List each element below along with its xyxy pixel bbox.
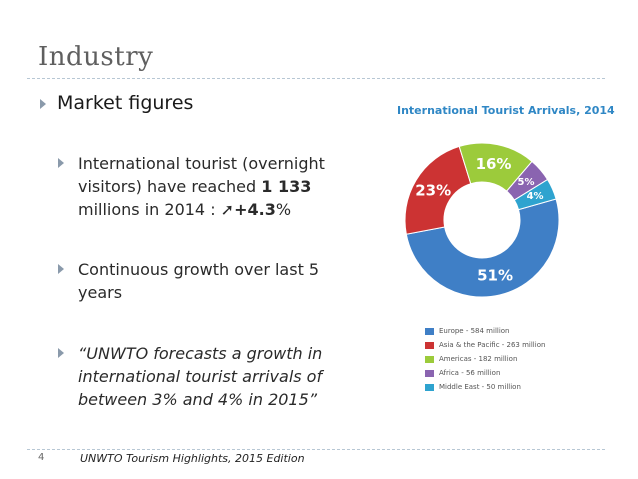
chart-legend: Europe - 584 million Asia & the Pacific -… xyxy=(425,324,545,394)
bullet-arrow-icon xyxy=(58,158,64,168)
donut-slice-middle-east xyxy=(513,178,557,211)
legend-label: Asia & the Pacific - 263 million xyxy=(439,341,546,349)
slide-title: Industry xyxy=(38,42,154,72)
slice-label-europe: 51% xyxy=(477,266,513,284)
bullet-arrivals-text: International tourist (overnight visitor… xyxy=(78,154,325,196)
slice-label-africa: 5% xyxy=(518,177,535,188)
market-figures-heading: Market figures xyxy=(57,92,194,114)
legend-swatch xyxy=(425,383,434,391)
growth-figure: +4.3 xyxy=(234,200,276,219)
legend-label: Europe - 584 million xyxy=(439,327,510,335)
legend-label: Middle East - 50 million xyxy=(439,383,521,391)
bullet-arrivals-rest: millions in 2014 : xyxy=(78,200,221,219)
slice-label-middle-east: 4% xyxy=(527,191,544,202)
bullet-arrow-icon xyxy=(58,264,64,274)
slice-label-asia-the-pacific: 23% xyxy=(415,182,451,200)
legend-swatch xyxy=(425,369,434,377)
bullet-arrow-icon xyxy=(40,99,46,109)
slice-label-americas: 16% xyxy=(476,155,512,173)
arrivals-figure: 1 133 xyxy=(261,177,312,196)
bullet-forecast: “UNWTO forecasts a growth in internation… xyxy=(78,344,323,409)
donut-slice-europe xyxy=(405,198,560,298)
bullet-arrivals: International tourist (overnight visitor… xyxy=(78,152,348,221)
up-arrow-icon: ➚ xyxy=(220,200,235,219)
legend-item: Middle East - 50 million xyxy=(425,380,545,394)
title-divider xyxy=(27,78,605,79)
footer-source: UNWTO Tourism Highlights, 2015 Edition xyxy=(80,452,305,465)
legend-swatch xyxy=(425,341,434,349)
legend-label: Americas - 182 million xyxy=(439,355,518,363)
page-number: 4 xyxy=(38,452,45,463)
legend-item: Africa - 56 million xyxy=(425,366,545,380)
legend-swatch xyxy=(425,355,434,363)
legend-label: Africa - 56 million xyxy=(439,369,501,377)
growth-suffix: % xyxy=(275,200,292,219)
legend-item: Asia & the Pacific - 263 million xyxy=(425,338,545,352)
donut-chart: 51% 23% 16% 5% 4% xyxy=(404,142,560,298)
donut-slice-asia-the-pacific xyxy=(404,145,472,235)
legend-item: Europe - 584 million xyxy=(425,324,545,338)
legend-item: Americas - 182 million xyxy=(425,352,545,366)
bullet-arrow-icon xyxy=(58,348,64,358)
bullet-growth: Continuous growth over last 5 years xyxy=(78,260,320,302)
chart-title: International Tourist Arrivals, 2014 xyxy=(397,104,615,117)
footer-divider xyxy=(27,449,605,450)
legend-swatch xyxy=(425,327,434,335)
